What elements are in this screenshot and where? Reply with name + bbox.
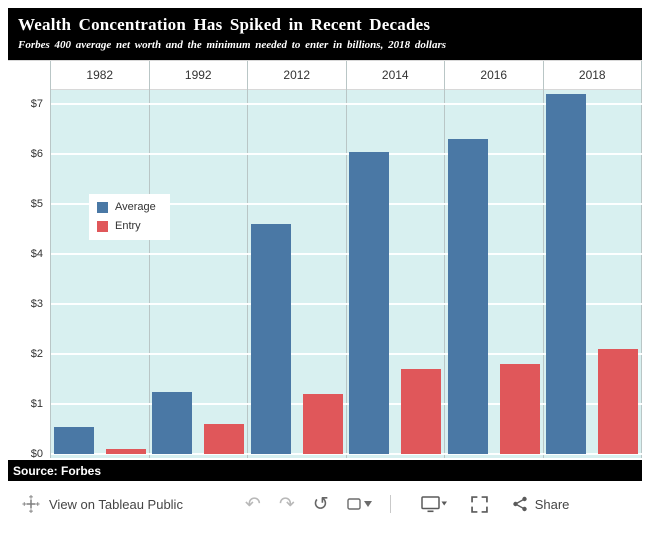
bar-average-2012[interactable]: [250, 224, 291, 454]
source-bar: Source: Forbes: [8, 460, 642, 481]
y-tick-label: $1: [30, 398, 43, 410]
bar-entry-2018[interactable]: [598, 349, 639, 454]
panel-plot-2016: [445, 90, 543, 458]
redo-icon: ↷: [278, 492, 295, 515]
bar-average-2014[interactable]: [349, 151, 390, 454]
year-label-2018[interactable]: 2018: [543, 61, 641, 90]
year-panel-2018: 2018: [543, 61, 642, 458]
chart-header: Wealth Concentration Has Spiked in Recen…: [8, 8, 642, 60]
toolbar-history-group: ↶ ↷ ↺: [244, 492, 391, 515]
bar-average-2018[interactable]: [546, 94, 587, 454]
redo-button[interactable]: ↷: [278, 492, 295, 515]
legend-label-entry: Entry: [115, 220, 141, 232]
year-panel-1982: 1982: [51, 61, 150, 458]
panel-plot-2018: [543, 90, 641, 458]
year-label-2014[interactable]: 2014: [346, 61, 444, 90]
year-label-1992[interactable]: 1992: [149, 61, 247, 90]
view-on-tableau-public-link[interactable]: View on Tableau Public: [22, 495, 183, 513]
view-options-button[interactable]: [347, 498, 372, 510]
share-label: Share: [534, 496, 570, 512]
year-label-2012[interactable]: 2012: [248, 61, 346, 90]
bar-average-2016[interactable]: [447, 139, 488, 454]
share-button[interactable]: Share: [512, 496, 570, 512]
bar-entry-2014[interactable]: [401, 369, 442, 454]
bar-entry-2016[interactable]: [499, 364, 540, 454]
undo-button[interactable]: ↶: [244, 492, 261, 515]
y-tick-label: $5: [30, 198, 43, 210]
year-panel-2014: 2014: [346, 61, 445, 458]
view-options-icon: [347, 498, 372, 510]
y-tick-label: $4: [30, 248, 43, 260]
legend: Average Entry: [89, 194, 170, 240]
view-on-tableau-public-label: View on Tableau Public: [49, 496, 183, 512]
fullscreen-icon: [470, 495, 488, 513]
chart-area: $0 $1 $2 $3 $4 $5 $6 $7 1982 1992 2012 2014 2016 201…: [8, 60, 642, 460]
legend-swatch-entry: [97, 220, 108, 232]
y-tick-label: $3: [30, 298, 43, 310]
year-label-1982[interactable]: 1982: [51, 61, 149, 90]
panel-plot-1992: [149, 90, 247, 458]
bar-average-1982[interactable]: [53, 426, 94, 454]
panel-grid: 1982 1992 2012 2014 2016 2018 Average Entry: [50, 61, 642, 458]
legend-item-average[interactable]: Average: [97, 201, 156, 213]
fullscreen-button[interactable]: [470, 495, 488, 513]
panel-plot-1982: [51, 90, 149, 458]
y-tick-label: $7: [30, 98, 43, 110]
y-tick-label: $0: [30, 448, 43, 460]
panel-plot-2012: [248, 90, 346, 458]
y-axis: $0 $1 $2 $3 $4 $5 $6 $7: [8, 61, 50, 460]
legend-label-average: Average: [115, 201, 156, 213]
year-panel-1992: 1992: [149, 61, 248, 458]
y-tick-label: $6: [30, 148, 43, 160]
year-panel-2016: 2016: [445, 61, 544, 458]
bar-entry-2012[interactable]: [302, 394, 343, 454]
replay-icon: ↺: [312, 492, 329, 515]
share-icon: [512, 496, 528, 512]
year-panel-2012: 2012: [248, 61, 347, 458]
toolbar-separator: [389, 495, 391, 513]
panel-plot-2014: [346, 90, 444, 458]
device-preview-button[interactable]: [420, 495, 447, 513]
bar-entry-1992[interactable]: [204, 424, 245, 454]
undo-icon: ↶: [244, 492, 261, 515]
toolbar-actions-group: Share: [420, 495, 570, 513]
tableau-viz-page: Wealth Concentration Has Spiked in Recen…: [0, 8, 650, 535]
legend-item-entry[interactable]: Entry: [97, 220, 156, 232]
tableau-logo-icon: [22, 495, 40, 513]
chart-title: Wealth Concentration Has Spiked in Recen…: [18, 15, 431, 34]
year-label-2016[interactable]: 2016: [445, 61, 543, 90]
tableau-toolbar: View on Tableau Public ↶ ↷ ↺: [0, 481, 650, 527]
y-tick-label: $2: [30, 348, 43, 360]
bar-entry-1982[interactable]: [105, 449, 146, 454]
chart-subtitle: Forbes 400 average net worth and the min…: [18, 39, 447, 51]
legend-swatch-average: [97, 201, 108, 213]
bar-average-1992[interactable]: [152, 391, 193, 454]
source-text: Source: Forbes: [13, 463, 102, 478]
device-preview-icon: [420, 495, 447, 513]
replay-button[interactable]: ↺: [312, 492, 329, 515]
